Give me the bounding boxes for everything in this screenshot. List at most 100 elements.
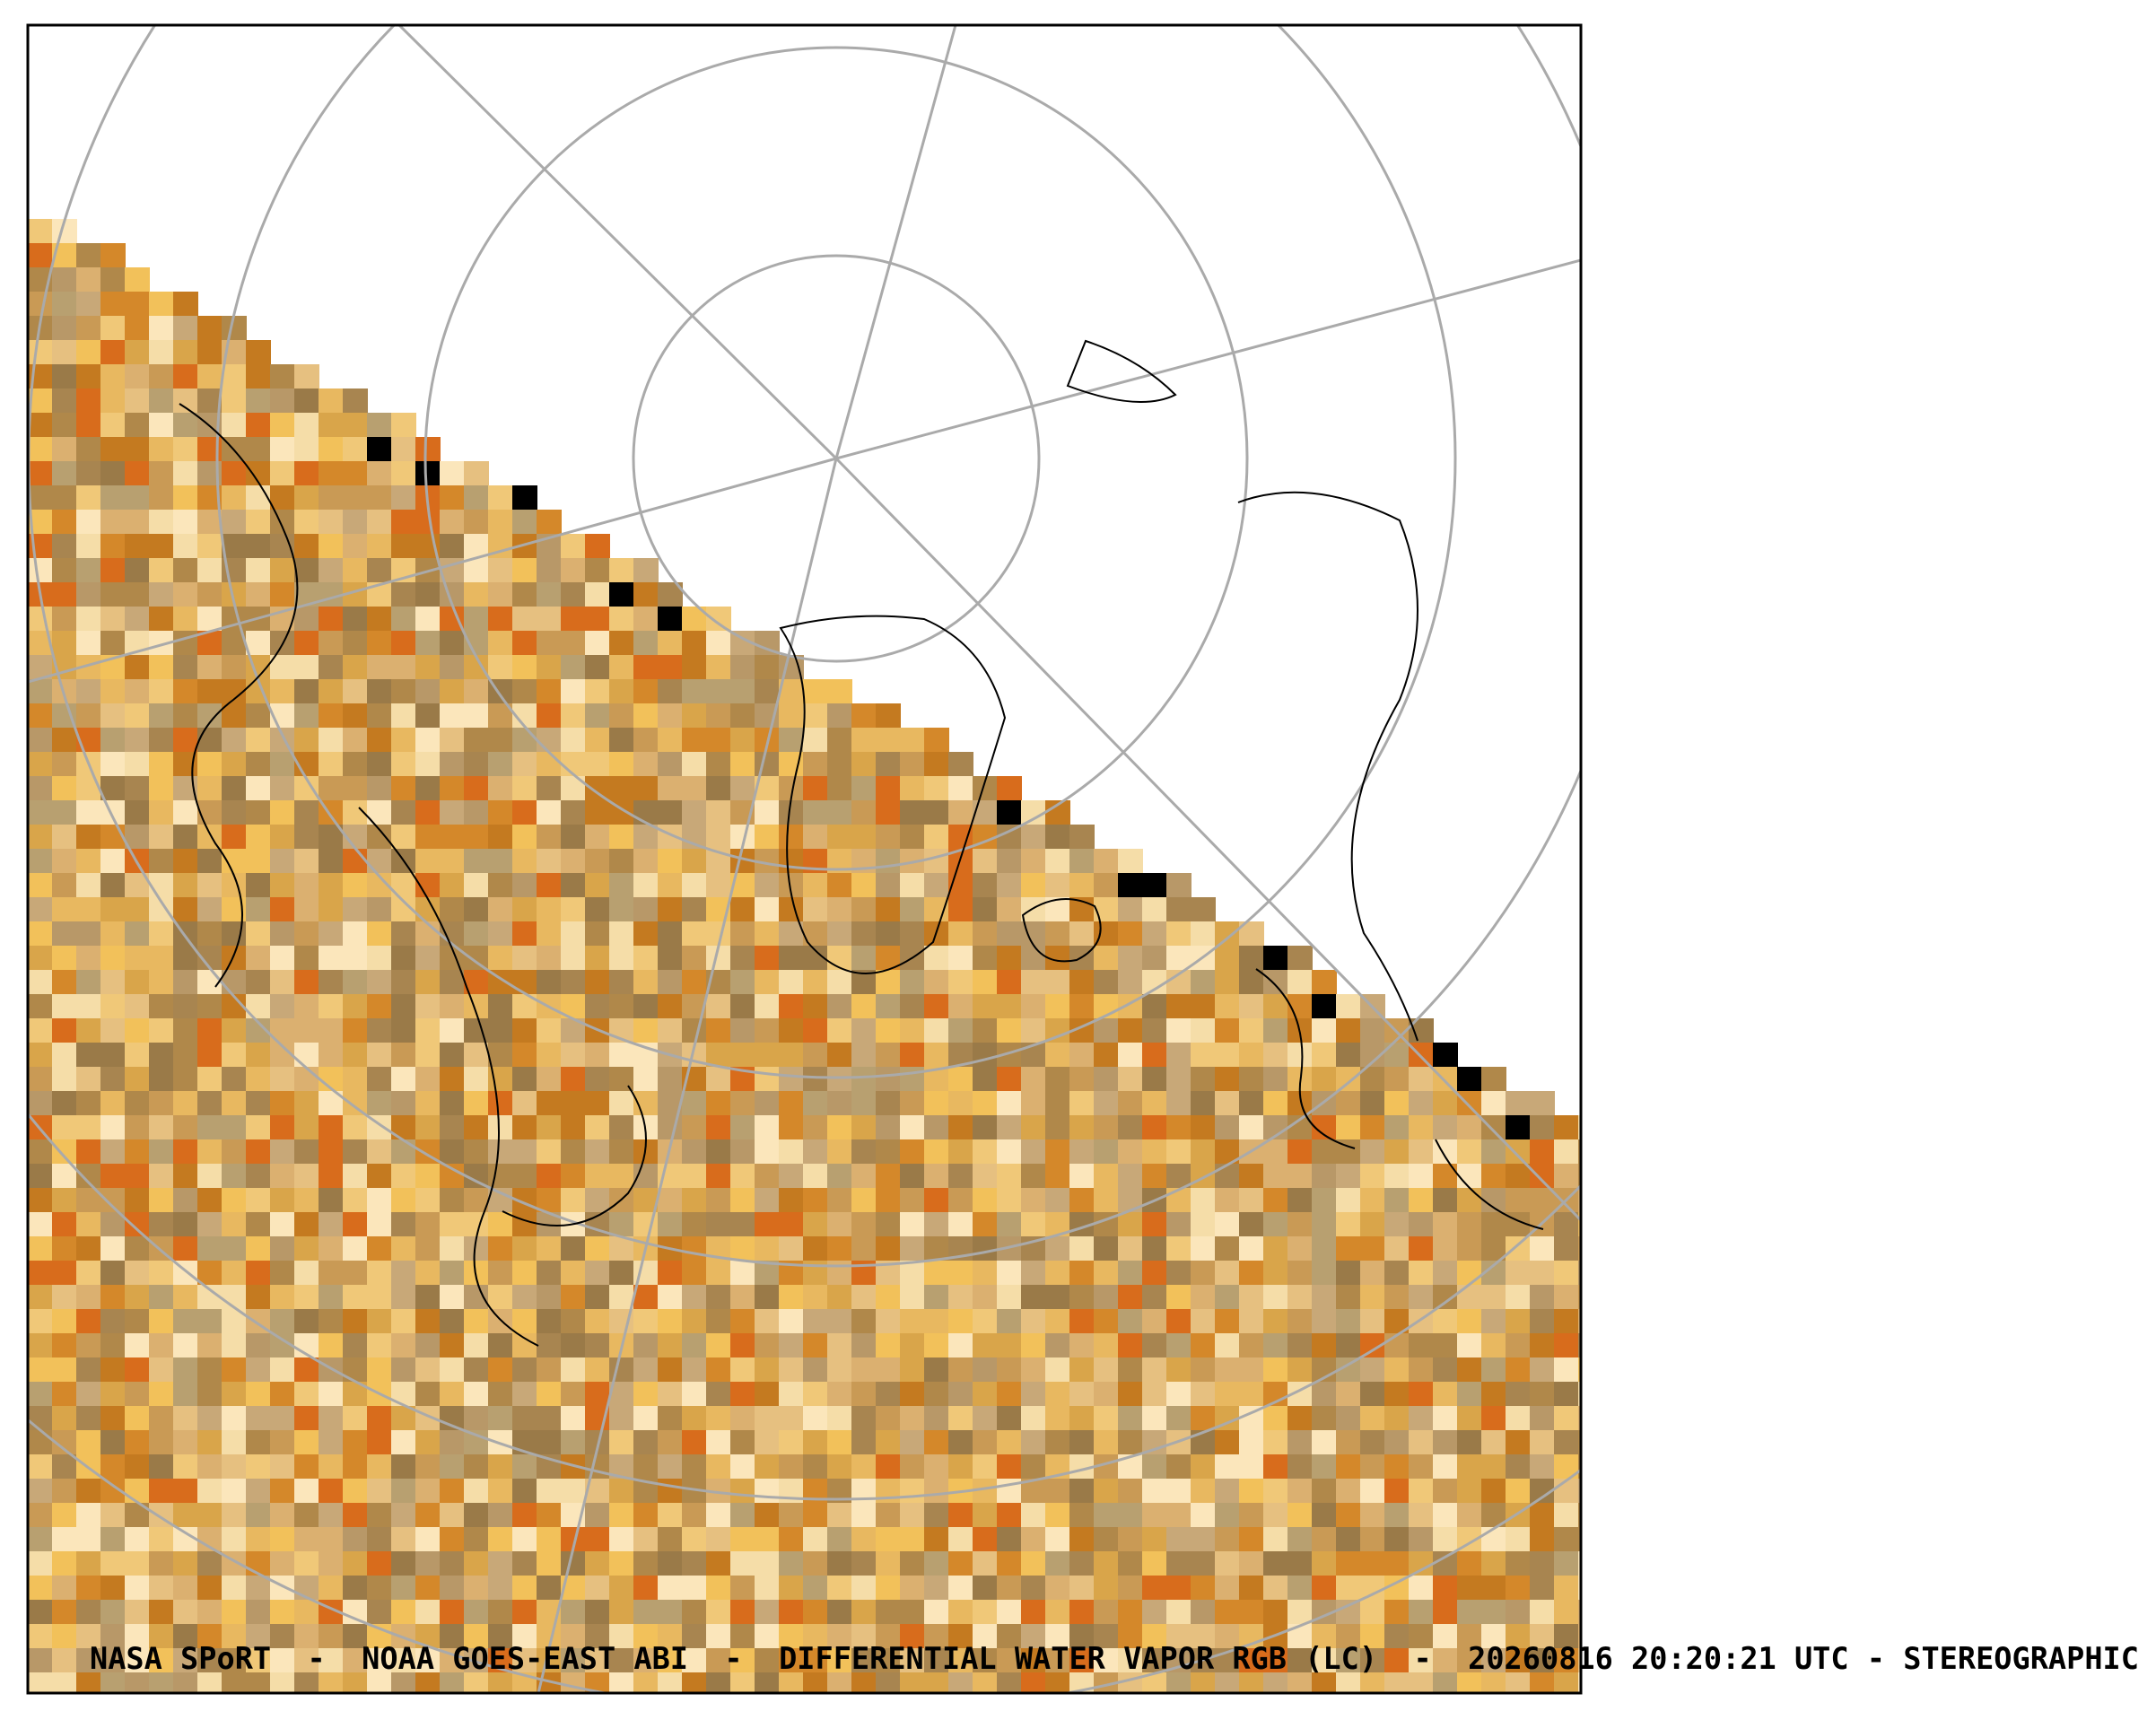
pixel xyxy=(1239,1454,1264,1480)
pixel xyxy=(827,1382,852,1407)
pixel xyxy=(755,1576,780,1601)
pixel xyxy=(537,1285,562,1310)
pixel xyxy=(294,1382,319,1407)
pixel xyxy=(803,679,828,704)
pixel xyxy=(270,582,295,607)
pixel xyxy=(1215,1551,1240,1576)
pixel xyxy=(1021,1430,1046,1455)
pixel xyxy=(246,752,271,777)
pixel xyxy=(1433,1067,1458,1092)
pixel xyxy=(537,1551,562,1576)
pixel xyxy=(246,1188,271,1213)
pixel xyxy=(1409,1018,1434,1043)
pixel xyxy=(973,1382,998,1407)
pixel xyxy=(464,1527,489,1552)
pixel xyxy=(851,897,877,922)
pixel xyxy=(28,1261,53,1286)
pixel xyxy=(1506,1357,1531,1383)
pixel xyxy=(585,655,610,680)
pixel xyxy=(415,1285,441,1310)
pixel xyxy=(682,1551,707,1576)
pixel xyxy=(876,703,901,729)
pixel xyxy=(924,825,949,850)
pixel xyxy=(1239,1261,1264,1286)
pixel xyxy=(924,1261,949,1286)
pixel xyxy=(924,849,949,874)
pixel xyxy=(415,1382,441,1407)
pixel xyxy=(464,776,489,801)
pixel xyxy=(52,292,77,317)
pixel xyxy=(149,655,174,680)
pixel xyxy=(755,1624,780,1649)
pixel xyxy=(222,1018,247,1043)
pixel xyxy=(1142,1551,1167,1576)
pixel xyxy=(367,1309,392,1334)
pixel xyxy=(76,1139,101,1165)
pixel xyxy=(1215,1503,1240,1528)
pixel xyxy=(1263,1188,1288,1213)
pixel xyxy=(1263,1648,1288,1673)
pixel xyxy=(1360,1285,1385,1310)
pixel xyxy=(827,1551,852,1576)
pixel xyxy=(755,1430,780,1455)
pixel xyxy=(633,1648,659,1673)
pixel xyxy=(100,994,126,1019)
pixel xyxy=(464,825,489,850)
pixel xyxy=(415,825,441,850)
pixel xyxy=(730,679,755,704)
pixel xyxy=(1312,1018,1337,1043)
pixel xyxy=(1530,1188,1555,1213)
pixel xyxy=(537,1139,562,1165)
pixel xyxy=(1142,1503,1167,1528)
pixel xyxy=(100,1357,126,1383)
pixel xyxy=(1142,1624,1167,1649)
pixel xyxy=(1191,921,1216,947)
pixel xyxy=(924,1600,949,1625)
pixel xyxy=(415,994,441,1019)
pixel xyxy=(755,1309,780,1334)
pixel xyxy=(343,558,368,583)
pixel xyxy=(803,1382,828,1407)
pixel xyxy=(1384,1382,1410,1407)
pixel xyxy=(973,1503,998,1528)
pixel xyxy=(76,558,101,583)
pixel xyxy=(52,1576,77,1601)
pixel xyxy=(1409,1164,1434,1189)
pixel xyxy=(706,655,731,680)
pixel xyxy=(125,897,150,922)
pixel xyxy=(173,1236,198,1261)
pixel xyxy=(609,970,634,995)
pixel xyxy=(488,1406,513,1431)
pixel xyxy=(658,1261,683,1286)
pixel xyxy=(900,800,925,825)
pixel xyxy=(561,897,586,922)
pixel xyxy=(1021,1624,1046,1649)
pixel xyxy=(319,1624,344,1649)
pixel xyxy=(900,1018,925,1043)
pixel xyxy=(851,703,877,729)
pixel xyxy=(537,1115,562,1140)
pixel xyxy=(294,364,319,389)
pixel xyxy=(1191,1382,1216,1407)
pixel xyxy=(391,1067,416,1092)
pixel xyxy=(52,849,77,874)
pixel xyxy=(1384,1236,1410,1261)
pixel xyxy=(1166,946,1191,971)
pixel xyxy=(149,703,174,729)
pixel xyxy=(1360,1115,1385,1140)
pixel xyxy=(900,1382,925,1407)
pixel xyxy=(100,849,126,874)
pixel xyxy=(1287,1164,1313,1189)
pixel xyxy=(319,1188,344,1213)
pixel xyxy=(1142,1236,1167,1261)
pixel xyxy=(803,1164,828,1189)
pixel xyxy=(1433,1164,1458,1189)
pixel xyxy=(246,1624,271,1649)
pixel xyxy=(585,1285,610,1310)
pixel xyxy=(585,1551,610,1576)
pixel xyxy=(391,679,416,704)
pixel xyxy=(658,800,683,825)
pixel xyxy=(222,921,247,947)
pixel xyxy=(319,631,344,656)
